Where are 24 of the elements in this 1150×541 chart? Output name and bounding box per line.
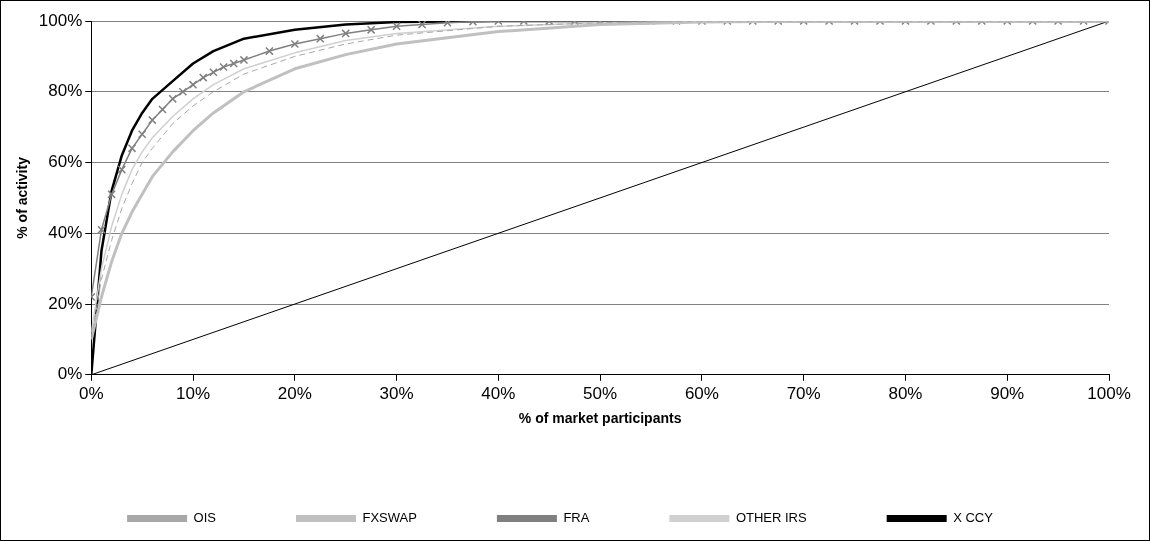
y-tick-label: 40% [48, 222, 83, 242]
x-tick-label: 60% [684, 383, 719, 403]
y-tick-label: 80% [48, 81, 83, 101]
y-axis-title: % of activity [14, 156, 31, 239]
legend-label: OTHER IRS [735, 510, 808, 526]
x-tick-label: 90% [990, 383, 1025, 403]
legend-label: OIS [193, 510, 217, 526]
x-tick-label: 100% [1087, 383, 1131, 403]
y-tick-label: 0% [57, 364, 83, 384]
x-tick-label: 0% [78, 383, 104, 403]
x-tick-label: 80% [888, 383, 923, 403]
y-tick-label: 20% [48, 293, 83, 313]
x-tick-label: 50% [583, 383, 618, 403]
x-tick-label: 30% [379, 383, 414, 403]
x-tick-label: 10% [176, 383, 211, 403]
x-tick-label: 40% [481, 383, 516, 403]
legend-label: FXSWAP [362, 510, 417, 526]
y-tick-label: 100% [38, 10, 83, 30]
legend-label: X CCY [953, 510, 994, 526]
x-tick-label: 20% [277, 383, 312, 403]
x-axis-title: % of market participants [518, 410, 682, 427]
x-tick-label: 70% [786, 383, 821, 403]
legend-label: FRA [563, 510, 590, 526]
y-tick-label: 60% [48, 152, 83, 172]
